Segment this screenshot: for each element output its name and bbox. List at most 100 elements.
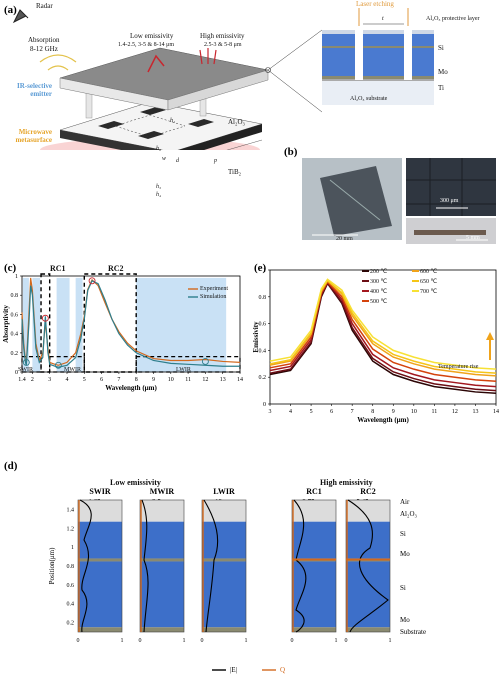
y-tick-label: 0.8 (67, 564, 75, 570)
panel-b-photos (302, 158, 496, 244)
mo-layer-bottom (292, 627, 336, 632)
x-tick-label: 3 (269, 409, 272, 415)
mo-layer-bottom (202, 627, 246, 632)
h4-label: h₄ (156, 192, 162, 198)
si-layer-top (346, 521, 390, 559)
series-line-6 (269, 278, 497, 370)
x-tick-label: 0 (345, 638, 348, 644)
panel-frame (77, 499, 123, 633)
layer-label: Air (400, 498, 410, 506)
substrate-label: Al₂O₃ substrate (350, 96, 388, 102)
high-emissivity-title: High emissivity (320, 478, 373, 487)
x-tick-label: 10 (168, 377, 174, 383)
x-tick-label: 12 (452, 409, 458, 415)
x-tick-label: 9 (392, 409, 395, 415)
e-field-profile (347, 499, 389, 633)
d-dim-label: d (176, 158, 179, 164)
x-tick-label: 12 (202, 377, 208, 383)
y-tick-label: 0.2 (67, 621, 75, 627)
legend-experiment: Experiment (200, 286, 228, 292)
tib2-patch (140, 107, 166, 115)
y-tick-label: 0.8 (11, 293, 19, 299)
panel-frame (345, 499, 391, 633)
mo-layer-top (78, 558, 122, 562)
y-tick-label: 0.2 (11, 351, 19, 357)
high-emission-arrow (199, 48, 217, 65)
mo-label: Mo (438, 68, 448, 76)
y-tick-label: 0.6 (67, 583, 75, 589)
panel-frame (201, 499, 247, 633)
scale-bar-3: 5 mm (466, 235, 480, 241)
radar-label: Radar (36, 2, 53, 10)
legend-e: |E| (230, 666, 237, 674)
transmission-band (32, 277, 41, 372)
x-tick-label: 5 (83, 377, 86, 383)
y-tick-label: 0.6 (11, 312, 19, 318)
panel-a-label: (a) (4, 4, 17, 16)
high-emissivity-bands: 2.5-3 & 5-8 μm (204, 42, 242, 48)
t-dim-label: t (382, 16, 384, 22)
air-layer (140, 500, 184, 522)
e-field-profile (141, 499, 149, 633)
scale-bar-2: 300 μm (440, 198, 459, 204)
series-line-simulation (21, 279, 240, 368)
layer-label: Mo (400, 616, 410, 624)
x-tick-label: 1 (121, 638, 124, 644)
plot-frame (269, 269, 497, 405)
emissivity-chart: 3 4 5 6 7 8 9 10 11 12 13 14 0 0.2 0.4 0.6 0.8 1 Wavelengt… (252, 268, 499, 424)
region-box-rc2 (83, 273, 137, 373)
absorptivity-chart: 1.4 2 3 4 5 6 7 8 9 10 11 12 13 14 0 0.2 0.4 0.6 0.8 1 Wavel… (2, 273, 243, 392)
y-axis-label: Absorptivity (2, 305, 10, 343)
series-line-experiment (21, 277, 241, 366)
legend-650: 650 ℃ (420, 279, 438, 285)
mo-layer-bottom (346, 627, 390, 632)
mo-layer-bottom (78, 627, 122, 632)
absorption-band: 8-12 GHz (30, 45, 58, 53)
x-tick-label: 1 (389, 638, 392, 644)
y-tick-label: 1.2 (67, 526, 75, 532)
h2-label: h₂ (156, 146, 162, 152)
tib2-patch (188, 119, 214, 127)
metasurface-side (60, 130, 162, 150)
high-emissivity-label: High emissivity (200, 32, 245, 40)
scale-bar-1: 20 mm (336, 236, 353, 242)
legend-simulation: Simulation (200, 294, 227, 300)
marker-point (201, 357, 209, 365)
si-layer-bottom (292, 561, 336, 628)
region-box-rc1 (40, 273, 51, 373)
y-tick-label: 1 (71, 545, 74, 551)
x-tick-label: 8 (135, 377, 138, 383)
x-tick-label: 14 (493, 409, 499, 415)
transmission-band (22, 277, 29, 372)
panel-frame (139, 499, 185, 633)
x-tick-label: 1 (335, 638, 338, 644)
legend-200: 200 ℃ (370, 269, 388, 275)
x-tick-label: 11 (431, 409, 437, 415)
panel-d-label: (d) (4, 460, 18, 472)
air-layer (78, 500, 122, 522)
si-layer-top (78, 521, 122, 559)
column-title: LWIR (213, 487, 235, 496)
column-title: RC1 (306, 487, 322, 496)
marker-point (41, 314, 49, 322)
absorption-label: Absorption (28, 36, 60, 44)
transmission-band (56, 277, 70, 372)
air-layer (346, 500, 390, 522)
lwir-label: LWIR (176, 367, 191, 373)
protective-layer-label: Al₂O₃ protective layer (426, 16, 480, 22)
panel-a-illustration (12, 8, 434, 150)
column-title: MWIR (150, 487, 175, 496)
ti-label: Ti (438, 84, 444, 92)
x-axis-label: Wavelength (μm) (105, 384, 157, 392)
rc1-label: RC1 (50, 264, 66, 273)
layer-label: Mo (400, 550, 410, 558)
layer-label: Substrate (400, 628, 426, 636)
si-layer-bottom (346, 561, 390, 628)
y-tick-label: 1 (15, 274, 18, 280)
radar-dish-icon (12, 9, 29, 24)
band-box (21, 356, 42, 373)
x-tick-label: 6 (330, 409, 333, 415)
legend-q: Q (280, 666, 285, 674)
p-dim-label: p (214, 158, 217, 164)
